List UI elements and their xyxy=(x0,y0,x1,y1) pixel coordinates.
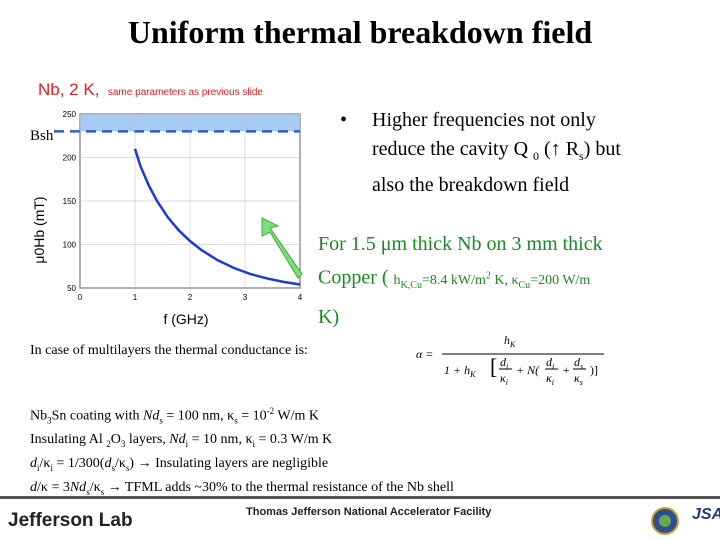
note-nb3sn: Nb3Sn coating with Nds = 100 nm, κs = 10… xyxy=(30,406,319,426)
green-sq: 2 xyxy=(485,270,491,281)
facility-name: Thomas Jefferson National Accelerator Fa… xyxy=(246,506,492,518)
formula-one-plus: 1 + h xyxy=(444,363,470,377)
condition-note: same parameters as previous slide xyxy=(107,87,263,98)
bullet-line-2e: ) but xyxy=(583,138,621,160)
svg-text:ds: ds xyxy=(574,355,583,371)
jefferson-lab-logo: Jefferson Lab xyxy=(8,510,133,531)
svg-text:+ N(: + N( xyxy=(516,363,540,377)
note-al2o3: Insulating Al 2O3 layers, Ndi = 10 nm, κ… xyxy=(30,432,333,450)
note-ratio: di/κi = 1/300(ds/κs) → Insulating layers… xyxy=(30,456,329,474)
conductance-formula: α = hK 1 + hK [ di κi + N( di κi + ds κs… xyxy=(416,333,604,387)
green-p11: K) xyxy=(318,306,340,329)
y-tick-label: 200 xyxy=(63,154,77,163)
note-tfml: d/κ = 3Nds/κs → TFML adds ~30% to the th… xyxy=(30,480,454,497)
x-ticks: 0 1 2 3 4 xyxy=(78,293,303,302)
jsa-logo: JSA xyxy=(692,506,720,523)
copper-statement: For 1.5 μm thick Nb on 3 mm thick Copper… xyxy=(318,228,718,333)
x-tick-label: 0 xyxy=(78,293,83,302)
breakdown-curve xyxy=(133,148,301,286)
formula-di-sub: i xyxy=(506,362,508,371)
plot-grid xyxy=(79,113,301,289)
formula-plus-n: + N( xyxy=(516,363,540,377)
formula-di-sub-2: i xyxy=(552,362,554,371)
x-tick-label: 2 xyxy=(188,293,193,302)
green-cu: Cu xyxy=(518,279,531,291)
formula-hk: h xyxy=(504,333,510,347)
arrow-icon xyxy=(261,217,303,279)
multilayer-intro: In case of multilayers the thermal condu… xyxy=(30,343,308,358)
svg-text:+: + xyxy=(562,363,570,377)
x-tick-label: 3 xyxy=(243,293,248,302)
green-p1: For 1.5 xyxy=(318,233,381,255)
x-axis-label: f (GHz) xyxy=(163,311,208,327)
bullet-frequency: • Higher frequencies not only reduce the… xyxy=(340,106,710,200)
bsh-label: Bsh xyxy=(30,128,54,144)
bullet-line-2a: reduce the cavity Q xyxy=(372,138,529,160)
formula-ki-sub: i xyxy=(506,378,508,387)
x-tick-label: 1 xyxy=(133,293,138,302)
svg-text:di: di xyxy=(546,355,554,371)
breakdown-field-plot: Bsh 250 200 150 100 50 0 1 2 3 4 μ0Hb (mT) f (GH… xyxy=(30,110,303,327)
y-tick-label: 50 xyxy=(67,284,76,293)
formula-alpha: α = xyxy=(416,347,433,361)
formula-ks-sub: s xyxy=(580,378,583,387)
bullet-line-3: also the breakdown field xyxy=(372,174,570,196)
formula-bracket: [ xyxy=(490,354,497,379)
svg-text:α =: α = xyxy=(416,347,433,361)
y-axis-label: μ0Hb (mT) xyxy=(31,196,47,263)
formula-ks: κ xyxy=(574,371,580,385)
y-tick-label: 150 xyxy=(63,197,77,206)
formula-ki-sub-2: i xyxy=(552,378,554,387)
y-tick-label: 250 xyxy=(63,110,77,119)
doe-seal-icon xyxy=(651,507,679,535)
green-p2: μm thick Nb on 3 mm thick xyxy=(380,233,603,255)
green-p3: Copper ( xyxy=(318,266,389,289)
plot-condition: Nb, 2 K, same parameters as previous sli… xyxy=(38,80,263,100)
bullet-sub-0: 0 xyxy=(533,149,540,163)
bullet-sub-s: s xyxy=(579,149,584,163)
svg-text:di: di xyxy=(500,355,508,371)
footer: Jefferson Lab Thomas Jefferson National … xyxy=(0,500,720,540)
slide-title: Uniform thermal breakdown field xyxy=(127,14,593,50)
formula-hk-sub: K xyxy=(509,340,516,349)
y-tick-label: 100 xyxy=(63,241,77,250)
bullet-text: Higher frequencies not only reduce the c… xyxy=(372,106,710,200)
y-ticks: 250 200 150 100 50 xyxy=(63,110,77,293)
formula-di: d xyxy=(500,355,507,369)
svg-text:1 + hK: 1 + hK xyxy=(444,363,476,379)
condition-main: Nb, 2 K, xyxy=(38,80,100,99)
x-tick-label: 4 xyxy=(298,293,303,302)
footer-divider xyxy=(0,496,720,499)
formula-one-sub: K xyxy=(469,370,476,379)
material-notes: Nb3Sn coating with Nds = 100 nm, κs = 10… xyxy=(30,402,454,502)
green-val: =8.4 kW/m xyxy=(421,272,486,288)
svg-text:)]: )] xyxy=(590,363,598,377)
bullet-line-2c: (↑ R xyxy=(539,138,580,160)
svg-text:hK: hK xyxy=(504,333,516,349)
formula-plus: + xyxy=(562,363,570,377)
formula-di-2: d xyxy=(546,355,553,369)
bullet-marker: • xyxy=(340,109,348,131)
bullet-line-1: Higher frequencies not only xyxy=(372,109,596,131)
green-kcu: K,Cu xyxy=(400,279,422,291)
bsh-text: Bsh xyxy=(30,128,54,144)
formula-ds: d xyxy=(574,355,581,369)
formula-ds-sub: s xyxy=(580,362,583,371)
formula-ki: κ xyxy=(500,371,506,385)
svg-text:κi: κi xyxy=(546,371,554,387)
green-val2: =200 W/m xyxy=(530,272,591,288)
green-kappa: K, κ xyxy=(490,272,519,288)
svg-text:κi: κi xyxy=(500,371,508,387)
formula-close: )] xyxy=(590,363,598,377)
formula-ki-2: κ xyxy=(546,371,552,385)
green-h: h xyxy=(393,272,401,288)
svg-text:[: [ xyxy=(490,354,497,379)
svg-text:κs: κs xyxy=(574,371,583,387)
